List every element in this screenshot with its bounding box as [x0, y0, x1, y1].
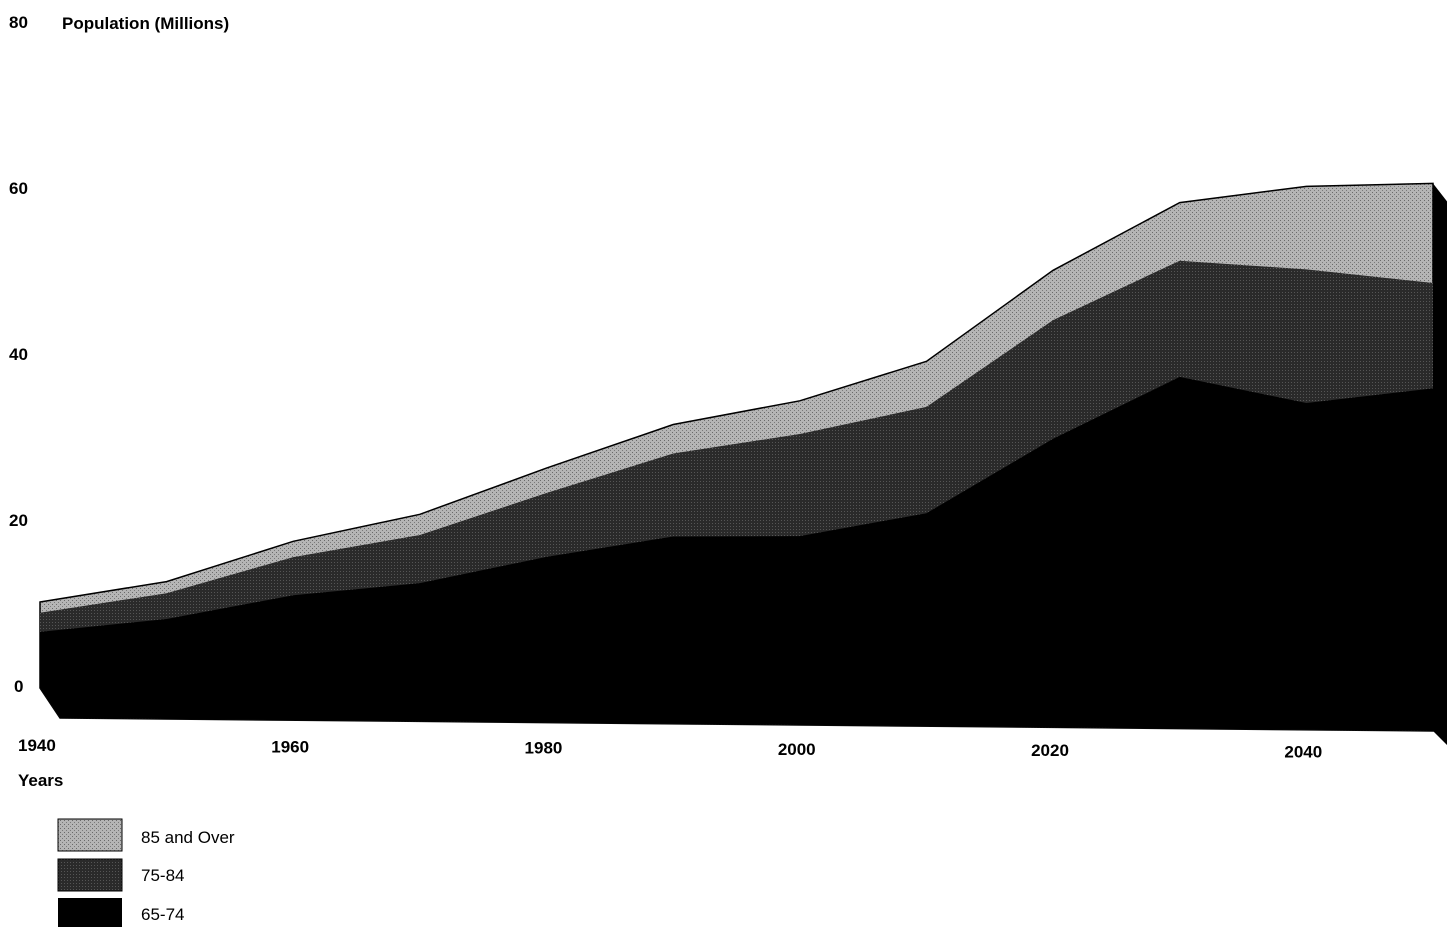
legend: 85 and Over 75-84 65-74	[57, 818, 235, 927]
y-tick-label: 80	[9, 13, 28, 32]
legend-swatch-75-84	[57, 858, 123, 892]
y-tick-label: 40	[9, 345, 28, 364]
x-tick-label: 2000	[778, 740, 816, 759]
y-axis-ticks: 0 20 40 60 80	[9, 13, 28, 696]
legend-label-75-84: 75-84	[141, 866, 184, 885]
x-tick-label: 1960	[271, 737, 309, 756]
x-tick-label: 2020	[1031, 741, 1069, 760]
legend-label-85-and-over: 85 and Over	[141, 828, 235, 847]
legend-swatch-65-74	[58, 898, 122, 927]
x-tick-label: 1940	[18, 736, 56, 755]
x-tick-label: 1980	[525, 739, 563, 758]
x-tick-label: 2040	[1284, 743, 1322, 762]
legend-swatch-85-and-over	[57, 818, 123, 852]
legend-item-65-74: 65-74	[58, 898, 184, 927]
area-side-face	[1433, 183, 1447, 745]
plot-area	[39, 182, 1447, 745]
x-axis-ticks: 1940 1960 1980 2000 2020 2040	[18, 736, 1322, 762]
x-axis-title: Years	[18, 771, 63, 790]
legend-item-75-84: 75-84	[57, 858, 184, 892]
legend-label-65-74: 65-74	[141, 905, 184, 924]
y-tick-label: 20	[9, 511, 28, 530]
area-65-74	[40, 376, 1433, 731]
y-tick-label: 60	[9, 179, 28, 198]
y-tick-label: 0	[14, 677, 23, 696]
legend-item-85-and-over: 85 and Over	[57, 818, 235, 852]
y-axis-title: Population (Millions)	[62, 14, 229, 33]
